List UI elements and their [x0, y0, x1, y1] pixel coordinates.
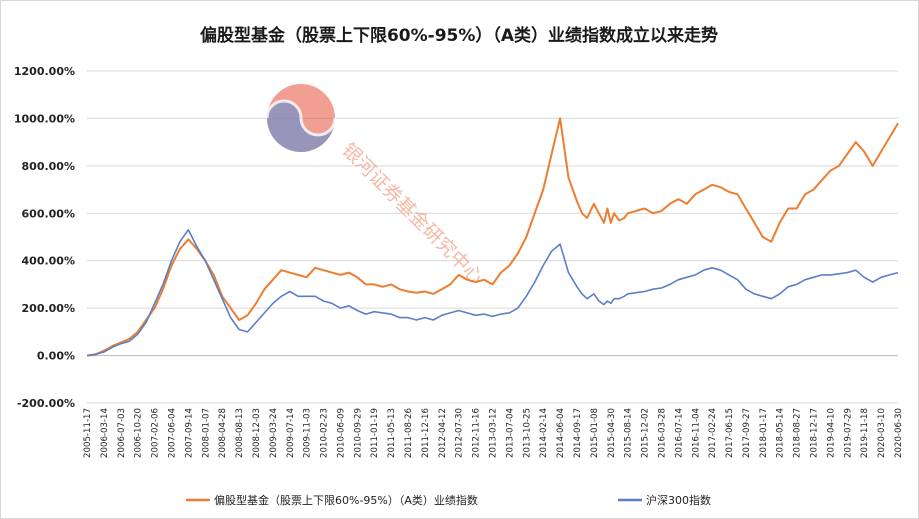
x-tick-label: 2008-04-28: [218, 408, 228, 458]
x-tick-label: 2010-06-09: [336, 408, 346, 458]
x-tick-label: 2011-01-19: [370, 408, 380, 458]
y-tick-label: -200.00%: [17, 397, 75, 410]
x-tick-label: 2005-11-17: [83, 408, 93, 458]
chart-title: 偏股型基金（股票上下限60%-95%）（A类）业绩指数成立以来走势: [200, 25, 718, 46]
x-tick-label: 2015-01-08: [590, 408, 600, 458]
x-tick-label: 2017-02-24: [708, 408, 718, 458]
y-tick-label: 200.00%: [22, 302, 75, 315]
x-tick-label: 2018-08-27: [793, 408, 803, 458]
x-tick-label: 2013-07-04: [505, 408, 515, 458]
x-tick-label: 2015-04-30: [607, 408, 617, 458]
x-tick-label: 2009-07-14: [286, 408, 296, 458]
x-tick-label: 2015-12-02: [641, 408, 651, 458]
legend: 偏股型基金（股票上下限60%-95%）（A类）业绩指数 沪深300指数: [186, 493, 711, 507]
x-tick-label: 2009-03-24: [269, 408, 279, 458]
x-tick-label: 2014-06-04: [556, 408, 566, 458]
x-tick-label: 2012-11-16: [472, 408, 482, 458]
x-tick-label: 2014-02-14: [539, 408, 549, 458]
x-tick-label: 2013-03-12: [489, 408, 499, 458]
gridlines: [87, 70, 898, 404]
y-axis-ticks: -200.00% 0.00% 200.00% 400.00% 600.00% 800.00…: [14, 65, 75, 410]
x-tick-label: 2011-12-16: [421, 408, 431, 458]
x-tick-label: 2018-05-14: [776, 408, 786, 458]
x-tick-label: 2016-11-04: [691, 408, 701, 458]
x-tick-label: 2018-01-17: [759, 408, 769, 458]
x-tick-label: 2012-04-12: [438, 408, 448, 458]
x-tick-label: 2016-03-28: [657, 408, 667, 458]
x-tick-label: 2020-06-30: [894, 408, 904, 458]
x-tick-label: 2006-07-03: [117, 408, 127, 458]
x-tick-label: 2016-07-14: [674, 408, 684, 458]
series-layer: [86, 117, 899, 357]
y-tick-label: 1000.00%: [14, 112, 75, 125]
y-tick-label: 400.00%: [22, 255, 75, 268]
watermark-text: 银河证券基金研究中心: [337, 139, 487, 289]
x-tick-label: 2009-11-03: [303, 408, 313, 458]
x-tick-label: 2008-08-13: [235, 408, 245, 458]
x-tick-label: 2019-07-29: [843, 408, 853, 458]
x-tick-label: 2008-12-03: [252, 408, 262, 458]
x-tick-label: 2007-09-14: [184, 408, 194, 458]
y-tick-label: 600.00%: [22, 207, 75, 220]
x-tick-label: 2008-01-07: [201, 408, 211, 458]
x-tick-label: 2019-11-18: [860, 408, 870, 458]
x-tick-label: 2013-10-25: [522, 408, 532, 458]
x-tick-label: 2020-03-10: [877, 408, 887, 458]
x-tick-label: 2017-09-27: [742, 408, 752, 458]
legend-label-fund: 偏股型基金（股票上下限60%-95%）（A类）业绩指数: [214, 493, 478, 507]
x-tick-label: 2017-06-15: [725, 408, 735, 458]
x-tick-label: 2006-10-20: [134, 408, 144, 458]
x-tick-label: 2006-03-14: [100, 408, 110, 458]
y-tick-label: 0.00%: [37, 350, 75, 363]
x-tick-label: 2019-04-10: [826, 408, 836, 458]
x-tick-label: 2018-12-17: [810, 408, 820, 458]
x-tick-label: 2010-09-29: [353, 408, 363, 458]
x-axis-ticks: 2005-11-17 2006-03-14 2006-07-03 2006-10-20…: [83, 408, 904, 458]
x-tick-label: 2010-02-23: [320, 408, 330, 458]
x-tick-label: 2015-08-14: [624, 408, 634, 458]
y-tick-label: 800.00%: [22, 160, 75, 173]
x-tick-label: 2012-07-30: [455, 408, 465, 458]
y-tick-label: 1200.00%: [14, 65, 75, 78]
x-tick-label: 2007-06-04: [167, 408, 177, 458]
legend-label-csi300: 沪深300指数: [646, 493, 711, 507]
series-line-fund-index: [86, 117, 899, 357]
x-tick-label: 2011-05-13: [387, 408, 397, 458]
x-tick-label: 2014-09-17: [573, 408, 583, 458]
watermark-logo-icon: [265, 84, 337, 152]
x-tick-label: 2007-02-06: [151, 408, 161, 458]
series-line-csi300: [86, 229, 899, 357]
x-tick-label: 2011-08-26: [404, 408, 414, 458]
